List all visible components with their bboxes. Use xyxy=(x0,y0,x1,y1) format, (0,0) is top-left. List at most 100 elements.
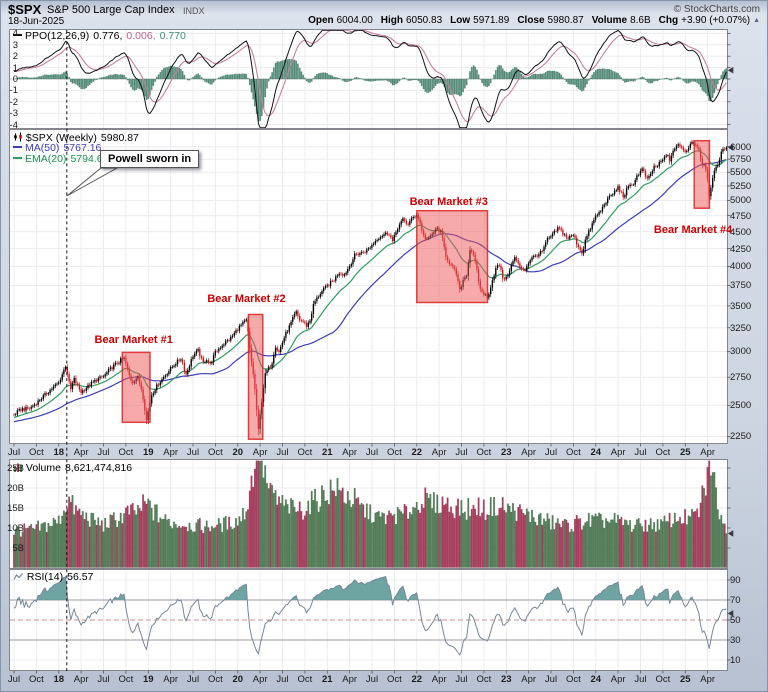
chart-date: 18-Jun-2025 xyxy=(8,16,65,27)
volume-legend: Volume 8,621,474,816 xyxy=(13,462,132,474)
ma50-value: 5767.16 xyxy=(63,142,102,154)
x-axis-tick: Oct xyxy=(565,674,581,685)
y-axis-tick-ppo: 2 xyxy=(12,51,18,63)
quote-label: High xyxy=(380,15,403,26)
y-axis-tick-price: 3000 xyxy=(730,346,752,358)
x-axis-tick: Apr xyxy=(73,674,89,685)
x-axis-tick: Oct xyxy=(118,447,134,458)
y-axis-tick-rsi: 30 xyxy=(730,635,741,646)
ema20-line-swatch-icon xyxy=(13,157,22,159)
price-legend: $SPX (Weekly) 5980.87 xyxy=(13,132,139,144)
x-axis-tick: Oct xyxy=(655,447,671,458)
y-axis-tick-price: 2500 xyxy=(730,400,752,412)
rsi-legend: RSI(14) 56.57 xyxy=(13,572,93,583)
y-axis-tick-rsi: 50 xyxy=(730,615,741,626)
y-axis-tick-ppo: -4 xyxy=(9,119,18,131)
y-axis-tick-price: 5500 xyxy=(730,167,752,179)
y-axis-tick-ppo: 3 xyxy=(12,39,18,51)
quote-value: 6050.83 xyxy=(406,15,443,26)
x-axis-tick: Jul xyxy=(365,447,379,458)
x-axis-tick: Apr xyxy=(610,674,626,685)
x-axis-tick: Oct xyxy=(118,674,134,685)
x-axis-tick: Jul xyxy=(186,447,200,458)
y-axis-tick-price: 5250 xyxy=(730,181,752,193)
copyright-watermark: © StockCharts.com xyxy=(673,4,760,15)
symbol-ticker: $SPX xyxy=(8,2,42,17)
x-axis-tick: 19 xyxy=(142,674,154,685)
x-axis-tick: Jul xyxy=(276,674,289,685)
powell-annotation: Powell sworn in xyxy=(100,150,200,168)
x-axis-tick: Jul xyxy=(7,674,21,685)
x-axis-tick: Jul xyxy=(97,674,110,685)
y-axis-tick-rsi: 10 xyxy=(730,655,741,666)
x-axis-tick: Oct xyxy=(28,447,44,458)
y-axis-tick-volume: 15B xyxy=(7,503,24,514)
symbol-exchange: INDX xyxy=(183,6,205,16)
ppo-line-swatch-icon xyxy=(13,34,22,36)
y-axis-tick-price: 4250 xyxy=(730,243,752,255)
x-axis-tick: Jul xyxy=(455,674,468,685)
x-axis-tick: Apr xyxy=(163,447,179,458)
x-axis-tick: Oct xyxy=(386,674,402,685)
ema20-label: EMA(20) xyxy=(25,153,67,165)
bear-market-annotation: Bear Market #3 xyxy=(409,195,488,208)
change-up-arrow-icon: ▲ xyxy=(753,17,760,24)
y-axis-tick-price: 3750 xyxy=(730,280,752,292)
x-axis-tick: Oct xyxy=(476,674,492,685)
x-axis-tick: Oct xyxy=(476,447,492,458)
x-axis-tick: Apr xyxy=(521,674,537,685)
bear-market-annotation: Bear Market #4 xyxy=(653,224,733,237)
ema20-value: 5794.62 xyxy=(70,153,109,165)
x-axis-tick: Jul xyxy=(455,447,468,458)
y-axis-tick-price: 4500 xyxy=(730,226,752,238)
quote-label: Chg xyxy=(658,15,679,26)
x-axis-tick: Jul xyxy=(97,447,110,458)
x-axis-tick: Oct xyxy=(207,674,223,685)
quote-label: Open xyxy=(308,15,334,26)
bear-market-annotation: Bear Market #2 xyxy=(207,293,286,306)
x-axis-tick: Jul xyxy=(634,674,647,685)
ema20-legend: EMA(20) 5794.62 xyxy=(13,154,108,165)
ppo-label: PPO(12,26,9) xyxy=(25,30,90,42)
x-axis-tick: Jul xyxy=(186,674,200,685)
x-axis-tick: Jul xyxy=(544,674,558,685)
ppo-legend: PPO(12,26,9) 0.776, 0.006, 0.770 xyxy=(13,31,186,42)
x-axis-tick: Jul xyxy=(7,447,21,458)
x-axis-tick: 24 xyxy=(590,447,602,458)
bear-market-annotation: Bear Market #1 xyxy=(94,334,173,347)
x-axis-tick: 19 xyxy=(142,447,154,458)
x-axis-tick: Oct xyxy=(386,447,402,458)
x-axis-tick: 18 xyxy=(53,674,65,685)
y-axis-tick-price: 5000 xyxy=(730,195,752,207)
x-axis-tick: Oct xyxy=(565,447,581,458)
x-axis-tick: 25 xyxy=(679,674,691,685)
x-axis-tick: Apr xyxy=(342,447,358,458)
y-axis-tick-ppo: 1 xyxy=(12,62,18,74)
quote-label: Low xyxy=(450,15,471,26)
y-axis-tick-rsi: 90 xyxy=(730,575,741,586)
x-axis-tick: Apr xyxy=(342,674,358,685)
volume-label: Volume xyxy=(25,462,61,474)
quote-label: Volume xyxy=(591,15,628,26)
quote-value: 6004.00 xyxy=(336,15,373,26)
y-axis-tick-ppo: -2 xyxy=(9,96,18,108)
x-axis-tick: 24 xyxy=(590,674,602,685)
symbol-name: S&P 500 Large Cap Index xyxy=(47,4,175,16)
quote-value: 5980.87 xyxy=(547,15,584,26)
y-axis-tick-price: 5750 xyxy=(730,154,752,166)
y-axis-tick-price: 2750 xyxy=(730,372,752,384)
quote-summary: Open 6004.00 High 6050.83 Low 5971.89 Close 598… xyxy=(300,15,760,26)
x-axis-tick: Oct xyxy=(655,674,671,685)
ma50-label: MA(50) xyxy=(25,142,60,154)
x-axis-tick: Oct xyxy=(297,447,313,458)
x-axis-tick: Oct xyxy=(28,674,44,685)
y-axis-tick-volume: 10B xyxy=(7,523,24,534)
volume-bars-icon xyxy=(13,462,23,474)
x-axis-tick: Apr xyxy=(431,674,447,685)
x-axis-tick: 22 xyxy=(411,674,423,685)
x-axis-tick: 18 xyxy=(53,447,65,458)
quote-value: +3.90 (+0.07%) xyxy=(681,15,751,26)
y-axis-tick-price: 3500 xyxy=(730,300,752,312)
